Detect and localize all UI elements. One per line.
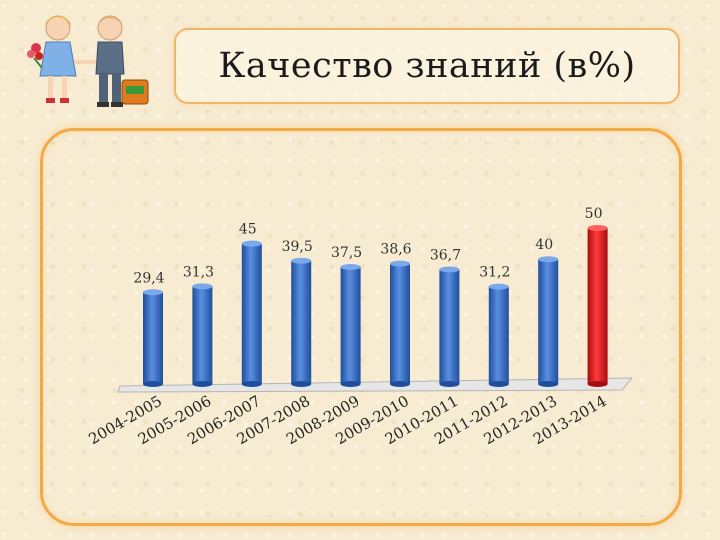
bar-cap	[538, 256, 559, 263]
bar-2005-2006	[192, 283, 213, 387]
bar-base	[143, 381, 163, 387]
bar-base	[192, 381, 213, 387]
bar-base	[488, 381, 509, 387]
bar-body	[390, 263, 410, 384]
bar-body	[587, 228, 608, 384]
bar-base	[340, 381, 361, 387]
bar-body	[538, 259, 559, 384]
bar-base	[439, 381, 460, 387]
bar-cap	[587, 225, 608, 231]
data-label: 39,5	[282, 239, 313, 255]
data-label: 50	[585, 206, 603, 222]
bar-cap	[291, 257, 312, 264]
bar-body	[340, 267, 361, 384]
page-title: Качество знаний (в%)	[218, 46, 636, 86]
bar-2008-2009	[340, 264, 361, 387]
bar-cap	[143, 289, 163, 296]
bar-body	[241, 243, 262, 384]
schoolchildren-illustration	[27, 15, 149, 107]
bar-cap	[241, 240, 262, 247]
bar-base	[587, 381, 608, 387]
data-label: 38,6	[380, 242, 411, 258]
data-label: 36,7	[430, 247, 461, 263]
chart-frame	[40, 128, 682, 526]
bar-base	[538, 381, 559, 387]
bar-base	[291, 381, 312, 387]
data-label: 29,4	[133, 270, 164, 286]
bar-base	[390, 381, 410, 387]
bar-2006-2007	[241, 240, 262, 387]
bar-body	[192, 286, 213, 384]
bar-body	[488, 286, 509, 384]
bar-2010-2011	[439, 266, 460, 387]
bar-body	[439, 269, 460, 384]
bar-2013-2014	[587, 225, 608, 387]
bar-cap	[390, 260, 410, 267]
title-box: Качество знаний (в%)	[174, 28, 680, 104]
bar-cap	[488, 283, 509, 290]
data-label: 40	[535, 237, 553, 253]
bar-2012-2013	[538, 256, 559, 387]
bar-cap	[192, 283, 213, 290]
bar-cap	[439, 266, 460, 273]
bar-2011-2012	[488, 283, 509, 387]
data-label: 31,3	[183, 264, 214, 280]
data-label: 45	[239, 222, 257, 238]
bar-base	[241, 381, 262, 387]
bar-body	[291, 260, 312, 384]
bar-2004-2005	[143, 289, 163, 387]
bar-cap	[340, 264, 361, 270]
bar-body	[143, 292, 163, 384]
bar-2007-2008	[291, 257, 312, 387]
bar-2009-2010	[390, 260, 410, 387]
data-label: 37,5	[331, 245, 362, 261]
data-label: 31,2	[479, 265, 510, 281]
